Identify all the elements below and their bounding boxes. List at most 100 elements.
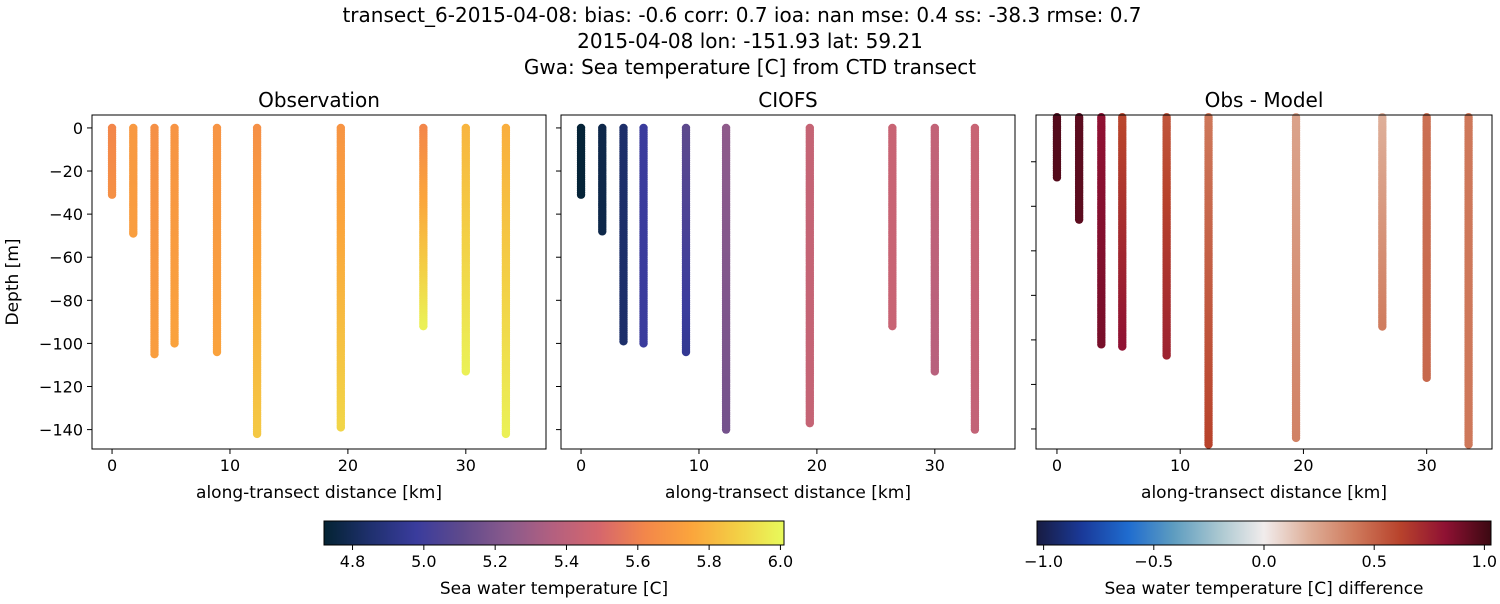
colorbar-segment <box>708 521 710 545</box>
colorbar-segment <box>685 521 687 545</box>
colorbar-segment <box>490 521 492 545</box>
plot-frame <box>1035 114 1493 450</box>
colorbar-segment <box>1116 521 1118 545</box>
colorbar-segment <box>654 521 656 545</box>
colorbar-segment <box>1248 521 1250 545</box>
y-tick-label: −60 <box>49 248 83 267</box>
colorbar-segment <box>556 521 558 545</box>
colorbar-segment <box>633 521 635 545</box>
colorbar-segment <box>760 521 762 545</box>
colorbar-segment <box>1451 521 1453 545</box>
colorbar-segment <box>484 521 486 545</box>
colorbar-segment <box>1260 521 1262 545</box>
colorbar-segment <box>363 521 365 545</box>
x-tick-label: 20 <box>338 456 358 475</box>
colorbar-segment <box>1093 521 1095 545</box>
station-profile <box>970 123 980 434</box>
colorbar-segment <box>749 521 751 545</box>
colorbar-segment <box>694 521 696 545</box>
colorbar-segment <box>339 521 341 545</box>
colorbar-segment <box>614 521 616 545</box>
colorbar-segment <box>741 521 743 545</box>
colorbar-segment <box>1321 521 1323 545</box>
colorbar-segment <box>1423 521 1425 545</box>
colorbar-segment <box>1257 521 1259 545</box>
colorbar-segment <box>603 521 605 545</box>
colorbar-segment <box>526 521 528 545</box>
colorbar-segment <box>1103 521 1105 545</box>
colorbar-segment <box>1283 521 1285 545</box>
colorbar-segment <box>1410 521 1412 545</box>
colorbar-segment <box>1110 521 1112 545</box>
colorbar-segment <box>385 521 387 545</box>
colorbar-segment <box>1351 521 1353 545</box>
colorbar-segment <box>478 521 480 545</box>
colorbar-segment <box>626 521 628 545</box>
colorbar-segment <box>392 521 394 545</box>
colorbar-segment <box>680 521 682 545</box>
colorbar-segment <box>502 521 504 545</box>
colorbar-segment <box>1052 521 1054 545</box>
data-point <box>1378 322 1387 331</box>
colorbar-segment <box>381 521 383 545</box>
colorbar-segment <box>1273 521 1275 545</box>
colorbar-segment <box>657 521 659 545</box>
colorbar-segment <box>1168 521 1170 545</box>
colorbar-segment <box>740 521 742 545</box>
colorbar-segment <box>1154 521 1156 545</box>
colorbar-segment <box>1472 521 1474 545</box>
colorbar-segment <box>1188 521 1190 545</box>
colorbar-segment <box>445 521 447 545</box>
colorbar-segment <box>1458 521 1460 545</box>
colorbar-segment <box>1135 521 1137 545</box>
colorbar-segment <box>744 521 746 545</box>
colorbar-segment <box>420 521 422 545</box>
colorbar-segment <box>479 521 481 545</box>
colorbar-segment <box>1270 521 1272 545</box>
colorbar-segment <box>1163 521 1165 545</box>
colorbar-segment <box>728 521 730 545</box>
colorbar-segment <box>1372 521 1374 545</box>
colorbar-segment <box>369 521 371 545</box>
colorbar-segment <box>1045 521 1047 545</box>
colorbar-segment <box>1174 521 1176 545</box>
colorbar-segment <box>661 521 663 545</box>
colorbar-segment <box>1040 521 1042 545</box>
colorbar-segment <box>1133 521 1135 545</box>
colorbar-segment <box>634 521 636 545</box>
colorbar-segment <box>1136 521 1138 545</box>
colorbar-segment <box>333 521 335 545</box>
colorbar-segment <box>1303 521 1305 545</box>
station-profile <box>888 123 897 331</box>
colorbar-segment <box>674 521 676 545</box>
colorbar-segment <box>1399 521 1401 545</box>
colorbar-segment <box>1352 521 1354 545</box>
colorbar-segment <box>460 521 462 545</box>
colorbar-segment <box>359 521 361 545</box>
colorbar-segment <box>587 521 589 545</box>
colorbar-segment <box>1118 521 1120 545</box>
colorbar-segment <box>1187 521 1189 545</box>
colorbar-segment <box>531 521 533 545</box>
colorbar-segment <box>782 521 784 545</box>
colorbar-segment <box>581 521 583 545</box>
colorbar-segment <box>594 521 596 545</box>
colorbar-segment <box>636 521 638 545</box>
colorbar-segment <box>1241 521 1243 545</box>
colorbar-segment <box>347 521 349 545</box>
colorbar-segment <box>1088 521 1090 545</box>
colorbar-segment <box>437 521 439 545</box>
colorbar-segment <box>1479 521 1481 545</box>
colorbar-segment <box>1159 521 1161 545</box>
colorbar-segment <box>1231 521 1233 545</box>
colorbar-segment <box>558 521 560 545</box>
colorbar-segment <box>566 521 568 545</box>
colorbar-segment <box>1046 521 1048 545</box>
colorbar-segment <box>1086 521 1088 545</box>
colorbar-segment <box>582 521 584 545</box>
colorbar-segment <box>751 521 753 545</box>
colorbar-segment <box>540 521 542 545</box>
colorbar-segment <box>1223 521 1225 545</box>
station-profile <box>336 123 346 432</box>
colorbar-segment <box>528 521 530 545</box>
